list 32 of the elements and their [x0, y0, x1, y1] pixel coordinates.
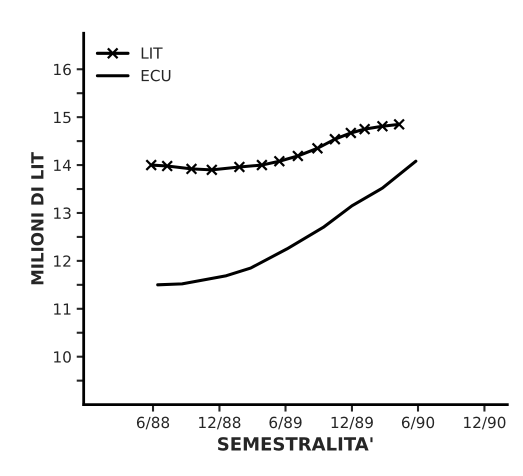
point [358, 123, 371, 136]
y-tick-label: 16 [54, 64, 71, 76]
y-tick-label: 11 [54, 303, 70, 315]
point [328, 133, 341, 146]
x-tick-label: 12/88 [199, 416, 240, 430]
point [186, 162, 198, 175]
point [145, 159, 158, 172]
point [393, 118, 406, 130]
x-tick-label: 12/90 [464, 416, 506, 430]
y-axis-title: MILIONI DI LIT [31, 152, 44, 284]
point [344, 126, 357, 139]
line-series [156, 160, 418, 286]
x-tick-label: 6/90 [402, 416, 434, 430]
legend-label: ECU [142, 70, 170, 82]
point [273, 155, 286, 168]
x-tick-label: 6/88 [136, 416, 170, 430]
y-tick-label: 10 [54, 351, 71, 363]
y-tick-label: 14 [54, 160, 72, 171]
y-tick-label: 13 [54, 207, 71, 219]
point [256, 159, 268, 172]
x-tick-label: 12/89 [332, 416, 373, 430]
x-tick-label: 6/89 [269, 416, 302, 430]
point [161, 160, 174, 172]
point [292, 150, 304, 162]
point [233, 161, 246, 173]
y-tick-label: 15 [54, 112, 71, 124]
legend-label: LIT [142, 48, 163, 59]
point [206, 164, 218, 176]
x-axis-title: SEMESTRALITA' [218, 437, 373, 451]
y-tick-label: 12 [54, 255, 70, 267]
point [311, 142, 324, 154]
point [376, 120, 388, 132]
